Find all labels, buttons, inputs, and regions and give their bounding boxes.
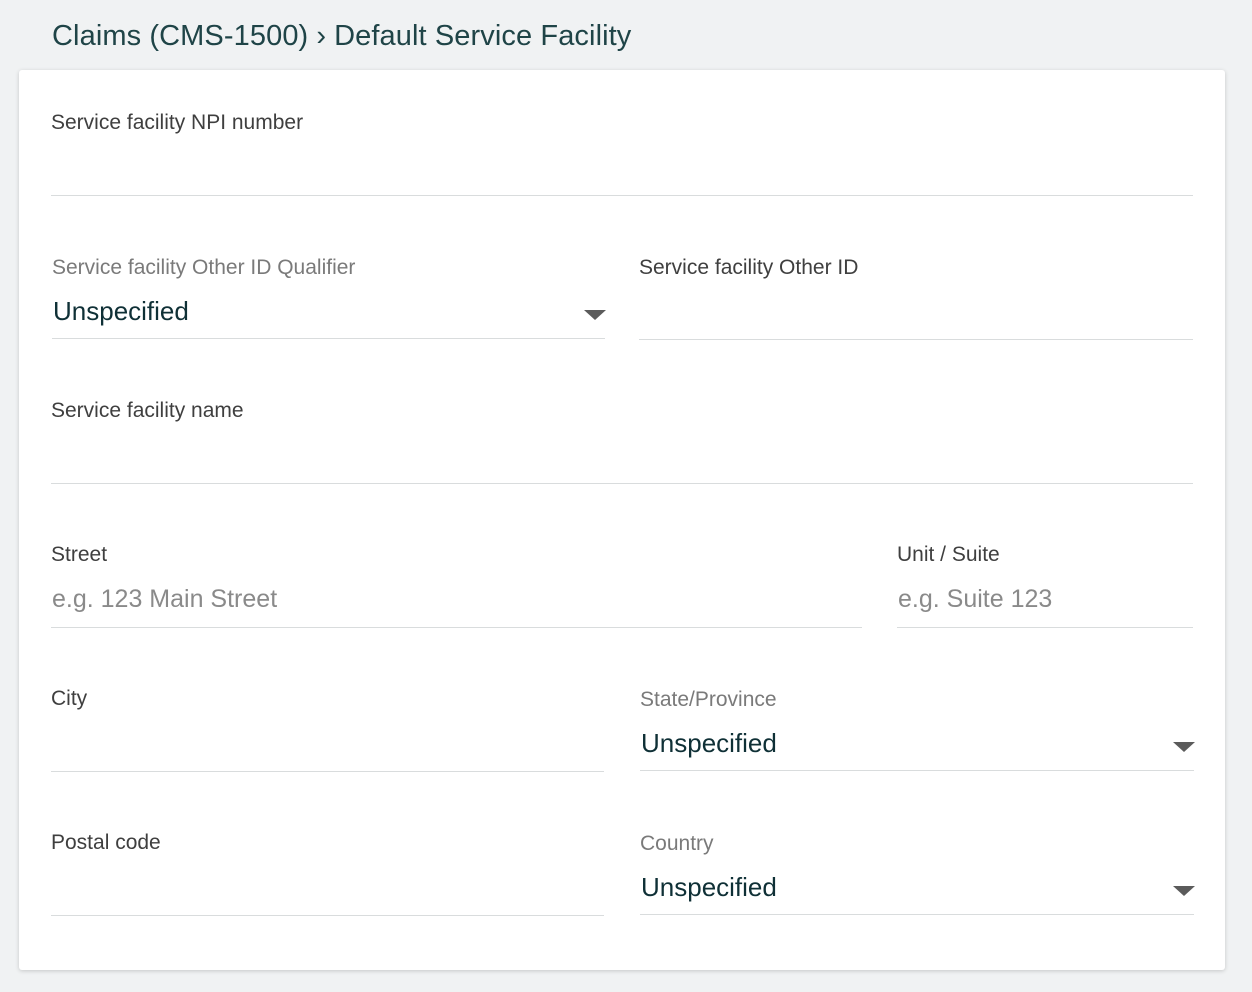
npi-label: Service facility NPI number [51,111,304,134]
facility-name-label: Service facility name [51,399,244,422]
other-id-qualifier-value: Unspecified [53,296,189,326]
postal-code-input[interactable] [51,859,604,915]
street-label: Street [51,543,108,566]
country-select[interactable]: Country Unspecified [640,832,1195,915]
state-province-value: Unspecified [641,728,777,758]
unit-suite-field: Unit / Suite [897,543,1193,628]
unit-suite-input[interactable] [897,571,1193,627]
unit-suite-label: Unit / Suite [897,543,1000,566]
chevron-down-icon[interactable] [584,310,606,320]
breadcrumb-separator: › [316,20,327,52]
street-input[interactable] [51,571,862,627]
city-label: City [51,687,88,710]
city-input[interactable] [51,715,604,771]
page-title: Default Service Facility [334,20,632,52]
npi-input[interactable] [51,139,1193,195]
breadcrumb-parent-link[interactable]: Claims (CMS-1500) [52,20,309,52]
state-province-select[interactable]: State/Province Unspecified [640,688,1195,771]
facility-name-field: Service facility name [51,399,1193,484]
street-field: Street [51,543,862,628]
chevron-down-icon[interactable] [1173,886,1195,896]
breadcrumb: Claims (CMS-1500) › Default Service Facili… [52,20,631,53]
other-id-field: Service facility Other ID [639,256,1193,340]
state-province-label: State/Province [640,688,777,711]
other-id-qualifier-select[interactable]: Service facility Other ID Qualifier Unsp… [52,256,606,339]
postal-code-field: Postal code [51,831,604,916]
other-id-input[interactable] [639,283,1193,339]
other-id-qualifier-label: Service facility Other ID Qualifier [52,256,356,279]
other-id-label: Service facility Other ID [639,256,859,279]
postal-code-label: Postal code [51,831,161,854]
country-value: Unspecified [641,872,777,902]
service-facility-form-card: Service facility NPI number Service faci… [19,70,1225,970]
facility-name-text-input[interactable] [51,427,1193,483]
city-field: City [51,687,604,772]
country-label: Country [640,832,714,855]
chevron-down-icon[interactable] [1173,742,1195,752]
npi-field: Service facility NPI number [51,111,1193,196]
